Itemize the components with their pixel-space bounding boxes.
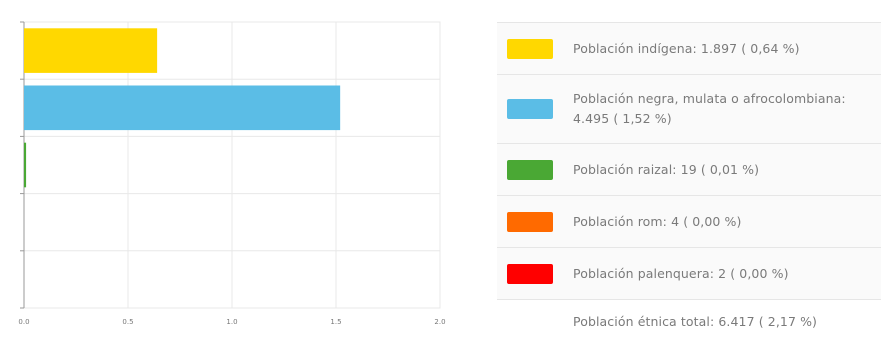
legend-item-raizal[interactable]: Población raizal: 19 ( 0,01 %): [497, 144, 881, 196]
legend-total: Población étnica total: 6.417 ( 2,17 %): [497, 300, 881, 344]
legend-item-rom[interactable]: Población rom: 4 ( 0,00 %): [497, 196, 881, 248]
legend-label-negra: Población negra, mulata o afrocolombiana…: [573, 91, 846, 126]
legend-label-palenquera: Población palenquera: 2 ( 0,00 %): [573, 265, 789, 281]
legend-label-rom: Población rom: 4 ( 0,00 %): [573, 213, 742, 229]
legend-swatch-palenquera: [507, 263, 553, 284]
legend-item-negra[interactable]: Población negra, mulata o afrocolombiana…: [497, 75, 881, 144]
x-tick-label-3: 1.5: [330, 318, 341, 326]
bar-chart: 0.0 0.5 1.0 1.5 2.0: [18, 21, 446, 326]
chart-svg: 0.0 0.5 1.0 1.5 2.0: [18, 21, 446, 326]
x-tick-label-0: 0.0: [18, 318, 29, 326]
legend-item-indigena[interactable]: Población indígena: 1.897 ( 0,64 %): [497, 22, 881, 75]
legend-label-indigena: Población indígena: 1.897 ( 0,64 %): [573, 40, 800, 56]
x-tick-label-2: 1.0: [226, 318, 237, 326]
legend-total-label: Población étnica total: 6.417 ( 2,17 %): [573, 314, 818, 329]
legend-item-palenquera[interactable]: Población palenquera: 2 ( 0,00 %): [497, 248, 881, 300]
bar-indigena: [24, 28, 158, 73]
legend-swatch-negra: [507, 99, 553, 119]
legend-swatch-rom: [507, 211, 553, 232]
legend-swatch-raizal: [507, 159, 553, 180]
x-tick-label-1: 0.5: [122, 318, 133, 326]
x-tick-label-4: 2.0: [434, 318, 445, 326]
legend-label-raizal: Población raizal: 19 ( 0,01 %): [573, 161, 760, 177]
bar-raizal: [24, 142, 27, 188]
bar-negra: [24, 85, 341, 131]
legend: Población indígena: 1.897 ( 0,64 %) Pobl…: [497, 22, 881, 344]
legend-swatch-indigena: [507, 38, 553, 59]
